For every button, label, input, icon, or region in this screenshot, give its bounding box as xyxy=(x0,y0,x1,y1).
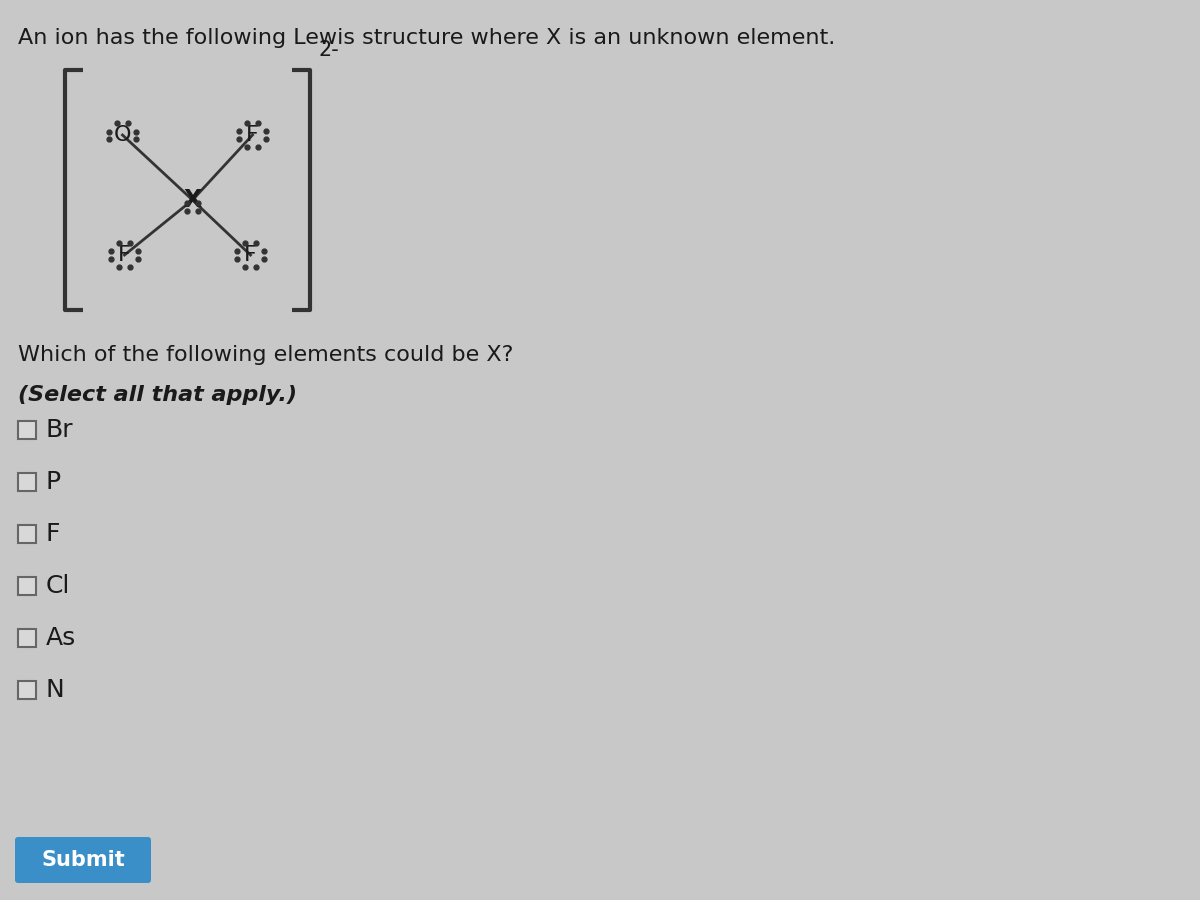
Text: An ion has the following Lewis structure where X is an unknown element.: An ion has the following Lewis structure… xyxy=(18,28,835,48)
Text: F: F xyxy=(244,245,257,265)
Text: F: F xyxy=(46,522,60,546)
FancyBboxPatch shape xyxy=(18,577,36,595)
Text: P: P xyxy=(46,470,61,494)
Text: F: F xyxy=(118,245,131,265)
Text: Cl: Cl xyxy=(46,574,71,598)
FancyBboxPatch shape xyxy=(18,681,36,699)
Text: Br: Br xyxy=(46,418,73,442)
Text: F: F xyxy=(246,125,259,145)
FancyBboxPatch shape xyxy=(14,837,151,883)
FancyBboxPatch shape xyxy=(18,473,36,491)
FancyBboxPatch shape xyxy=(18,525,36,543)
Text: X: X xyxy=(184,188,202,212)
Text: As: As xyxy=(46,626,77,650)
Text: N: N xyxy=(46,678,65,702)
Text: (Select all that apply.): (Select all that apply.) xyxy=(18,385,298,405)
FancyBboxPatch shape xyxy=(18,629,36,647)
Text: O: O xyxy=(114,125,131,145)
FancyBboxPatch shape xyxy=(18,421,36,439)
Text: 2-: 2- xyxy=(318,40,338,60)
Text: Which of the following elements could be X?: Which of the following elements could be… xyxy=(18,345,514,365)
Text: Submit: Submit xyxy=(41,850,125,870)
